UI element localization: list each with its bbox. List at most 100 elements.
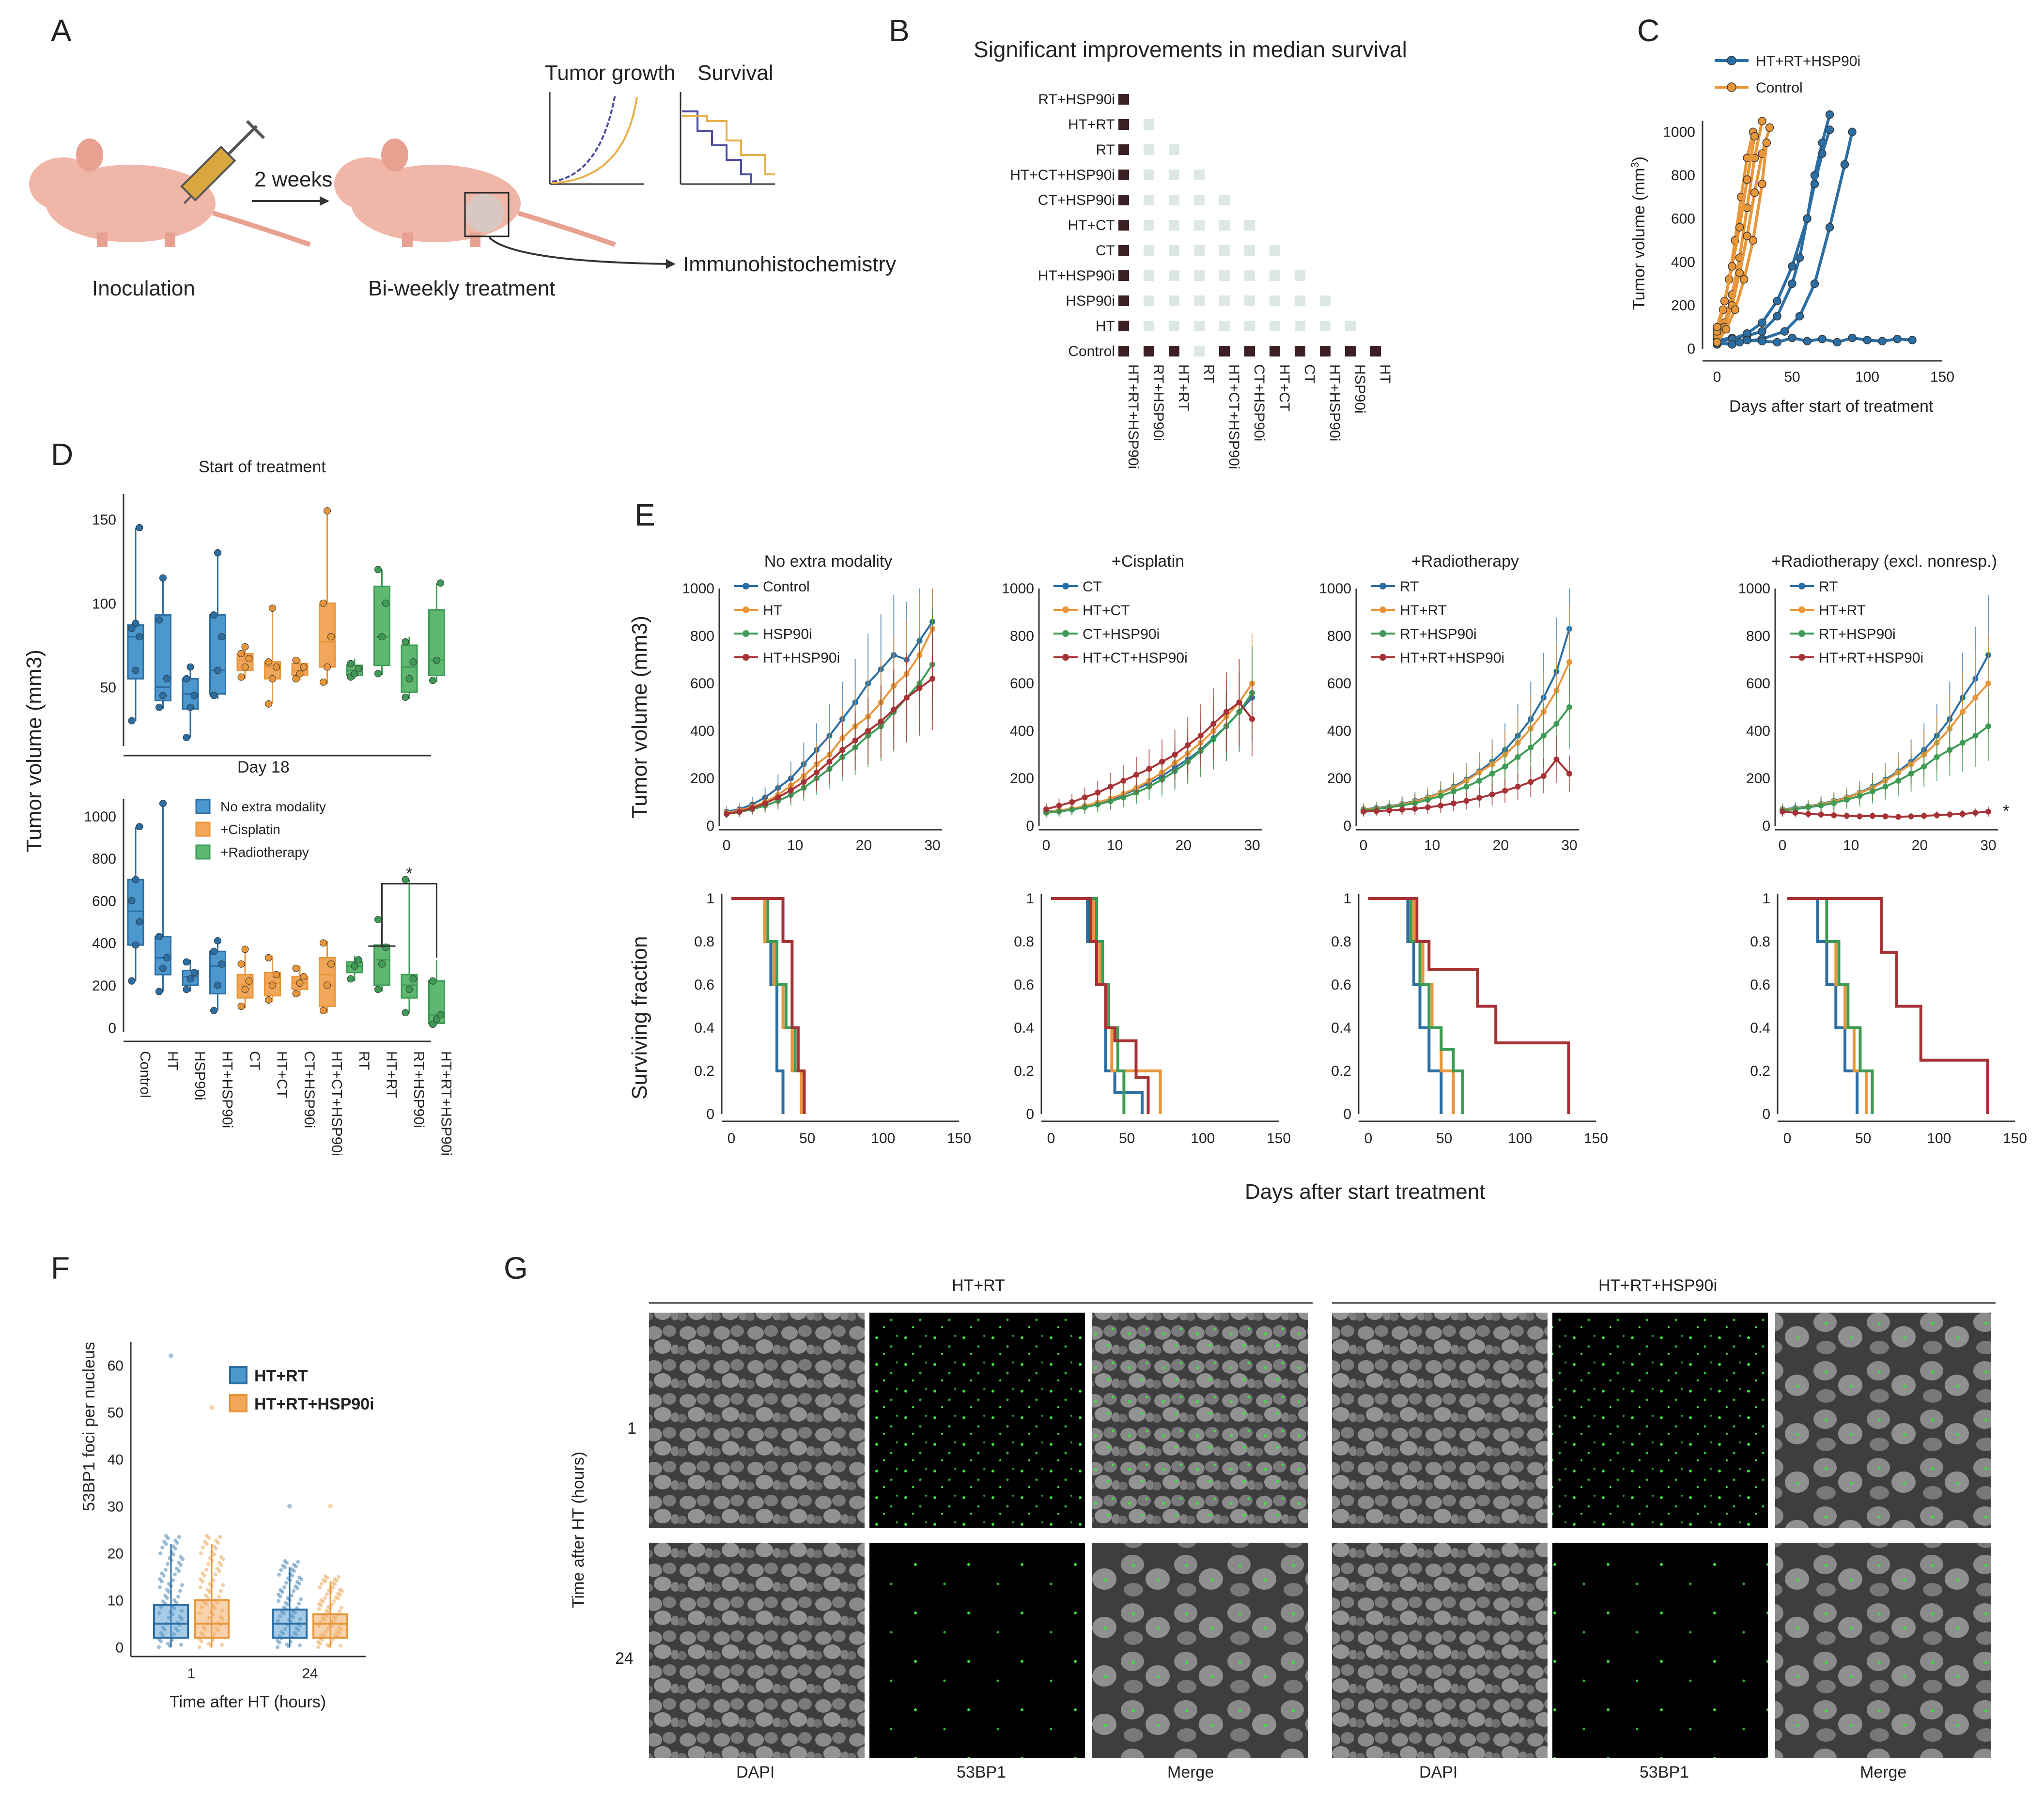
panel-f-point [165,1596,169,1600]
panel-e-growth-point [1857,793,1863,799]
panel-d-point [429,977,436,985]
panel-d-point [351,670,358,678]
panel-e-top-ytick: 600 [690,676,714,692]
panel-e-growth-point [724,811,729,817]
panel-e-bottom-ytick: 0.2 [1331,1063,1351,1079]
panel-g-group-1: HT+RT [952,1276,1005,1295]
panel-e-subpanel-title: +Cisplatin [1112,552,1184,571]
panel-d-point [245,655,253,663]
panel-f-point [205,1534,209,1538]
panel-f-ytick: 20 [108,1546,124,1562]
panel-e-ylabel-top: Tumor volume (mm3) [628,616,651,819]
panel-e-legend-marker [1062,606,1069,613]
panel-f-point [290,1567,294,1571]
panel-d-point [190,969,198,976]
panel-e-legend-label: HT [763,603,782,619]
panel-e-growth-point [878,718,884,725]
panel-f-point [319,1603,323,1608]
panel-f-point [290,1573,294,1578]
panel-e-survival-curve [1051,897,1126,1114]
panel-g-images [649,1313,1991,1758]
panel-b-cell [1219,295,1230,306]
panel-e-growth-point [1831,812,1837,818]
panel-f-point [279,1588,282,1592]
panel-d-point [241,663,249,671]
panel-e-growth-point [1210,721,1217,727]
panel-d-category-label: Control [137,1051,153,1098]
panel-f-xtick: 1 [187,1666,196,1682]
panel-b-col-labels: HT+RT+HSP90i RT+HSP90i HT+RT RT HT+CT+HSP90i… [1125,364,1393,469]
panel-d-box [428,609,445,676]
panel-e-growth-point [1921,763,1927,770]
panel-c-ytick: 1000 [1663,124,1695,140]
panel-f-point [166,1642,170,1646]
panel-e-top-ytick: 0 [1762,818,1770,834]
panel-f-point [331,1586,335,1590]
panel-f-point [284,1580,288,1585]
panel-d-point [128,624,136,632]
panel-d-point [163,954,170,961]
panel-f-point [299,1597,303,1601]
panel-c-point [1908,336,1917,344]
panel-b-cell [1194,195,1205,205]
panel-c-point [1825,125,1834,134]
panel-d-point [210,947,217,955]
panel-e-growth-point [1959,740,1966,746]
panel-e-growth-point [1107,798,1114,805]
panel-d-category-label: HT+RT [384,1051,400,1098]
label-bi-weekly-treatment: Bi-weekly treatment [368,277,555,300]
panel-f-point [175,1541,179,1545]
panel-e-growth-point [1805,811,1812,817]
panel-f-point [325,1592,329,1596]
panel-e-survival-curve [1368,897,1464,1114]
panel-b-cell [1194,245,1205,256]
panel-e-subpanel-title: +Radiotherapy [1411,552,1519,571]
panel-f-ytick: 60 [108,1358,124,1374]
panel-e-bottom-xtick: 50 [1436,1131,1452,1146]
panel-f-point [157,1645,161,1649]
panel-f-point [212,1552,216,1557]
panel-f-point [334,1595,338,1599]
panel-d-point [241,986,249,993]
panel-e-ylabel-bottom: Surviving fraction [628,936,651,1100]
micrograph-dapi-image [1332,1313,1548,1528]
panel-e-legend-marker [1062,654,1069,661]
panel-f-point [296,1560,300,1564]
panel-f-point [221,1583,225,1587]
panel-e-growth-point [1921,813,1927,819]
panel-c-point [1863,336,1872,344]
panel-c-ytick: 0 [1687,341,1695,357]
panel-b-cell [1244,295,1255,306]
panel-f-point [173,1572,177,1577]
panel-f-point [167,1581,171,1586]
panel-c-xtick: 0 [1713,369,1721,385]
panel-d-point [237,650,245,657]
panel-f-point [316,1640,320,1644]
panel-e-top-xtick: 10 [787,837,803,853]
panel-e-growth-point [1882,784,1889,790]
panel-d-point [136,823,143,831]
panel-f-point [166,1536,170,1540]
panel-b-cell [1169,195,1179,205]
panel-d-point [374,670,382,678]
panel-f-point [177,1569,181,1573]
panel-d-point [186,663,194,671]
panel-b-cell [1144,321,1154,331]
panel-f-point [320,1581,324,1586]
arrowhead-ihc [666,259,676,269]
micrograph-merge-image [1092,1313,1308,1528]
panel-f-point [338,1609,341,1613]
panel-d-point [327,960,335,968]
panel-b-row-label: HT+CT+HSP90i [1010,167,1115,183]
micrograph-dapi-image [649,1313,865,1528]
panel-e-survival-curve [731,897,806,1114]
panel-d-point [382,943,389,951]
panel-f-point [200,1639,203,1643]
panel-f-point [160,1580,164,1584]
panel-e-legend-label: HT+HSP90i [763,650,840,666]
panel-b-row-labels: RT+HSP90i HT+RT RT HT+CT+HSP90i CT+HSP90i HT+… [1010,92,1115,359]
panel-d-category-label: HT+RT+HSP90i [438,1051,454,1156]
panel-e-growth-point [1515,784,1521,790]
panel-f-point [214,1572,217,1577]
panel-e-growth-point [1934,812,1940,818]
